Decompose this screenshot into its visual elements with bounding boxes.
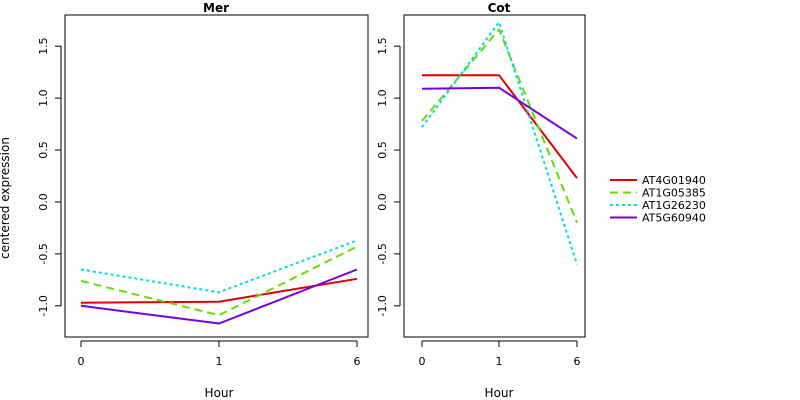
y-axis-title: centered expression bbox=[0, 137, 12, 259]
panel-mer-y-tick-label: 0.0 bbox=[37, 193, 50, 211]
panel-cot-y-tick-label: 0.0 bbox=[376, 193, 389, 211]
panel-mer-series-line-at1g26230 bbox=[80, 239, 358, 294]
panel-mer-series-line-at5g60940 bbox=[80, 268, 358, 325]
panel-mer-x-axis: 0 1 6 bbox=[78, 340, 361, 368]
panel-mer-series bbox=[80, 239, 358, 325]
panel-cot-y-tick-label: -1.0 bbox=[376, 295, 389, 316]
panel-mer-y-tick-label: 1.5 bbox=[37, 37, 50, 55]
panel-cot-frame bbox=[403, 14, 586, 338]
panel-cot-x-axis: 0 1 6 bbox=[419, 340, 581, 368]
panel-mer-frame bbox=[64, 14, 369, 338]
panel-cot-y-tick-label: 1.0 bbox=[376, 89, 389, 107]
panel-cot-series-line-at1g26230 bbox=[421, 20, 578, 265]
panel-mer-x-tick-label: 1 bbox=[216, 355, 223, 368]
panel-cot-x-tick-label: 6 bbox=[574, 355, 581, 368]
panel-cot-x-axis-title: Hour bbox=[485, 386, 514, 400]
panel-mer-x-tick-label: 6 bbox=[354, 355, 361, 368]
panel-mer-x-tick-label: 0 bbox=[78, 355, 85, 368]
panel-mer-y-tick-label: -0.5 bbox=[37, 243, 50, 264]
panel-mer-x-axis-title: Hour bbox=[205, 386, 234, 400]
panel-cot-series-line-at5g60940 bbox=[421, 86, 578, 140]
panel-mer-y-tick-label: -1.0 bbox=[37, 295, 50, 316]
panel-cot-series-line-at4g01940 bbox=[422, 74, 578, 179]
legend-label: AT1G26230 bbox=[642, 199, 706, 212]
panel-cot-x-tick-label: 0 bbox=[419, 355, 426, 368]
panel-cot-series bbox=[421, 20, 578, 265]
legend-label: AT1G05385 bbox=[642, 187, 706, 200]
panel-cot-x-tick-label: 1 bbox=[496, 355, 503, 368]
legend-label: AT4G01940 bbox=[642, 174, 706, 187]
panel-mer-y-axis: -1.0 -0.5 0.0 0.5 1.0 1.5 bbox=[37, 37, 62, 317]
panel-cot: Cot Hour 0 1 6 -1.0 -0.5 0.0 0.5 1.0 1.5 bbox=[376, 1, 586, 400]
panel-mer-y-tick-label: 0.5 bbox=[37, 141, 50, 159]
panel-mer-y-tick-label: 1.0 bbox=[37, 89, 50, 107]
panel-mer: Mer Hour 0 1 6 -1.0 -0.5 0.0 0.5 1.0 1.5 bbox=[37, 1, 369, 400]
panel-mer-title: Mer bbox=[203, 1, 229, 15]
panel-cot-y-tick-label: 0.5 bbox=[376, 141, 389, 159]
panel-cot-series-line-at1g05385 bbox=[421, 27, 578, 224]
legend-label: AT5G60940 bbox=[642, 212, 706, 225]
panel-cot-y-tick-label: -0.5 bbox=[376, 243, 389, 264]
panel-cot-title: Cot bbox=[488, 1, 511, 15]
panel-cot-y-tick-label: 1.5 bbox=[376, 37, 389, 55]
panel-cot-y-axis: -1.0 -0.5 0.0 0.5 1.0 1.5 bbox=[376, 37, 401, 317]
